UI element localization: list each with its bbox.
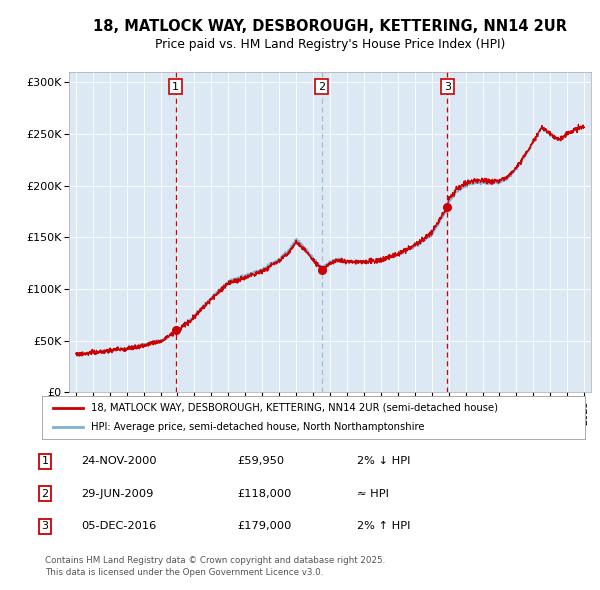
Text: 2: 2	[41, 489, 49, 499]
Text: Contains HM Land Registry data © Crown copyright and database right 2025.
This d: Contains HM Land Registry data © Crown c…	[45, 556, 385, 577]
Text: £59,950: £59,950	[237, 457, 284, 466]
Text: 18, MATLOCK WAY, DESBOROUGH, KETTERING, NN14 2UR: 18, MATLOCK WAY, DESBOROUGH, KETTERING, …	[93, 19, 567, 34]
Text: 05-DEC-2016: 05-DEC-2016	[81, 522, 156, 531]
Text: £118,000: £118,000	[237, 489, 292, 499]
Text: 1: 1	[41, 457, 49, 466]
Text: 18, MATLOCK WAY, DESBOROUGH, KETTERING, NN14 2UR (semi-detached house): 18, MATLOCK WAY, DESBOROUGH, KETTERING, …	[91, 403, 498, 413]
Text: ≈ HPI: ≈ HPI	[357, 489, 389, 499]
Text: HPI: Average price, semi-detached house, North Northamptonshire: HPI: Average price, semi-detached house,…	[91, 422, 424, 432]
Text: 2: 2	[318, 81, 325, 91]
Text: £179,000: £179,000	[237, 522, 292, 531]
Text: 24-NOV-2000: 24-NOV-2000	[81, 457, 157, 466]
Text: 3: 3	[444, 81, 451, 91]
Text: 2% ↑ HPI: 2% ↑ HPI	[357, 522, 410, 531]
Text: Price paid vs. HM Land Registry's House Price Index (HPI): Price paid vs. HM Land Registry's House …	[155, 38, 505, 51]
Text: 29-JUN-2009: 29-JUN-2009	[81, 489, 154, 499]
Text: 3: 3	[41, 522, 49, 531]
Text: 1: 1	[172, 81, 179, 91]
Text: 2% ↓ HPI: 2% ↓ HPI	[357, 457, 410, 466]
